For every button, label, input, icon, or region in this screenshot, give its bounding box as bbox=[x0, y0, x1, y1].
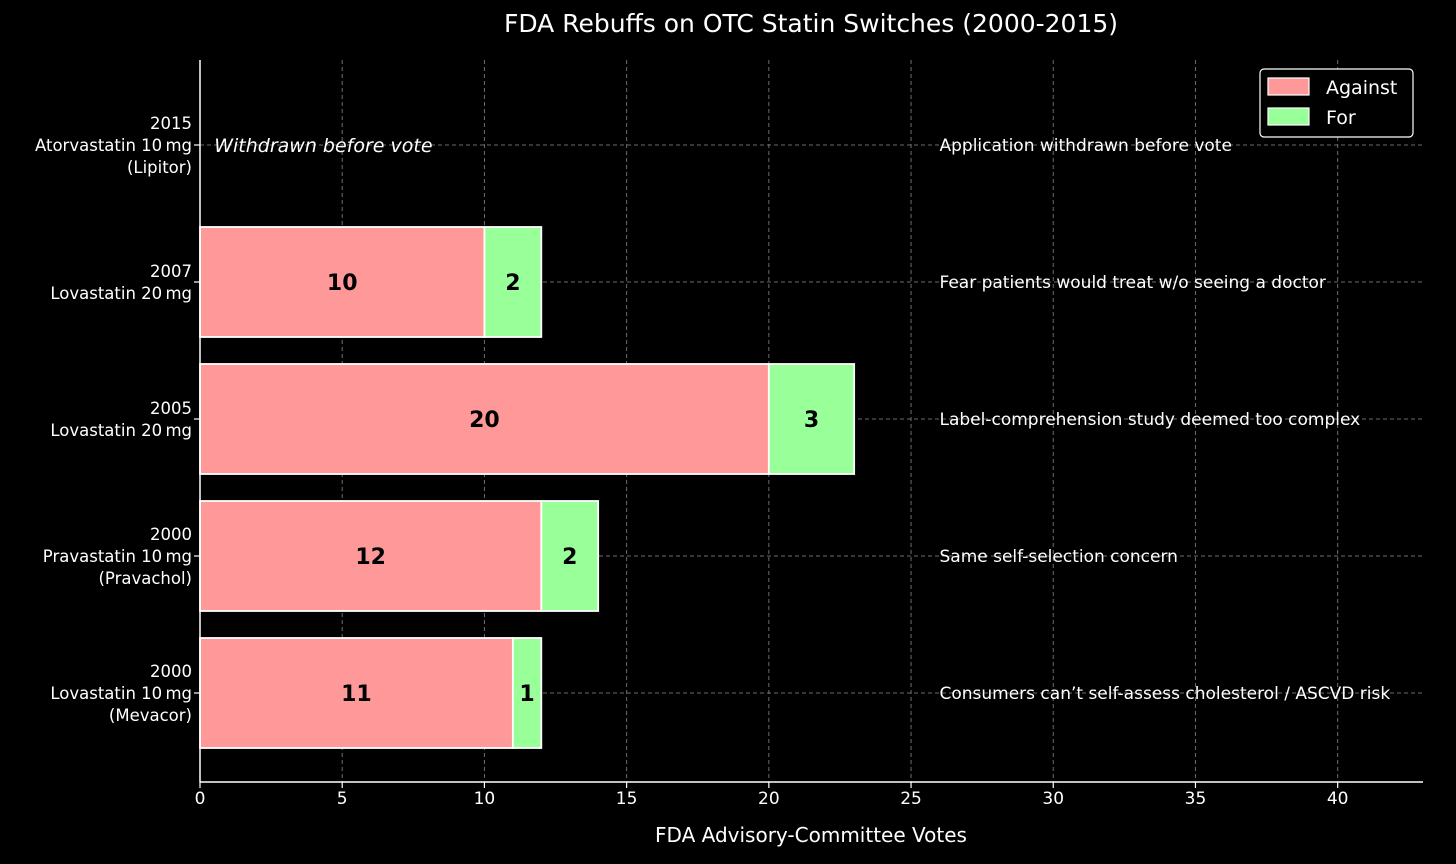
y-category-label-line: 2007 bbox=[150, 262, 192, 281]
bar-against bbox=[199, 637, 514, 749]
y-category-label-line: Pravastatin 10 mg bbox=[43, 547, 192, 566]
bar-against bbox=[199, 363, 770, 475]
y-category-label-line: 2000 bbox=[150, 525, 192, 544]
ticks: 0 5 10 15 20 25 30 35 40 2000 Lovastatin 10 mg (Mev… bbox=[35, 114, 1348, 809]
x-axis-title: FDA Advisory-Committee Votes bbox=[655, 823, 967, 847]
bar-for-value-label: 3 bbox=[804, 408, 819, 433]
chart-title: FDA Rebuffs on OTC Statin Switches (2000… bbox=[504, 9, 1118, 38]
x-tick-label: 35 bbox=[1185, 789, 1207, 809]
y-category-label: 2005 Lovastatin 20 mg bbox=[50, 399, 192, 440]
y-category-label-line: Atorvastatin 10 mg bbox=[35, 136, 192, 155]
x-tick-label: 30 bbox=[1042, 789, 1064, 809]
x-tick-label: 40 bbox=[1327, 789, 1349, 809]
legend-label-against: Against bbox=[1326, 77, 1397, 99]
x-tick-label: 25 bbox=[900, 789, 922, 809]
legend-label-for: For bbox=[1326, 107, 1356, 129]
x-tick-label: 5 bbox=[337, 789, 348, 809]
bar-against-value-label: 12 bbox=[355, 545, 386, 570]
legend-swatch-against bbox=[1267, 77, 1310, 96]
legend: Against For bbox=[1259, 68, 1414, 138]
y-category-label: 2000 Pravastatin 10 mg (Pravachol) bbox=[43, 525, 192, 588]
y-category-label-line: Lovastatin 10 mg bbox=[50, 684, 192, 703]
bar-annotation: Consumers can’t self-assess cholesterol … bbox=[939, 684, 1390, 704]
bar-against bbox=[199, 226, 486, 338]
bar-annotation: Fear patients would treat w/o seeing a d… bbox=[939, 273, 1325, 293]
bar-for bbox=[483, 226, 543, 338]
y-category-label-line: 2000 bbox=[150, 662, 192, 681]
bar-for bbox=[767, 363, 856, 475]
bar-for bbox=[511, 637, 543, 749]
annotations: Consumers can’t self-assess cholesterol … bbox=[214, 135, 1390, 704]
bar-against bbox=[199, 500, 543, 612]
x-tick-label: 10 bbox=[474, 789, 496, 809]
bar-for-value-label: 1 bbox=[519, 682, 534, 707]
y-category-label: 2015 Atorvastatin 10 mg (Lipitor) bbox=[35, 114, 192, 177]
y-category-label-line: 2015 bbox=[150, 114, 192, 133]
bar-annotation: Label-comprehension study deemed too com… bbox=[939, 410, 1360, 430]
legend-swatch-for bbox=[1267, 107, 1310, 126]
x-tick-label: 20 bbox=[758, 789, 780, 809]
x-tick-label: 15 bbox=[616, 789, 638, 809]
y-category-label: 2000 Lovastatin 10 mg (Mevacor) bbox=[50, 662, 192, 725]
y-category-label: 2007 Lovastatin 20 mg bbox=[50, 262, 192, 303]
y-category-label-line: (Mevacor) bbox=[109, 706, 192, 725]
bar-annotation: Application withdrawn before vote bbox=[939, 136, 1231, 156]
y-category-label-line: (Pravachol) bbox=[98, 569, 192, 588]
bar-against-value-label: 20 bbox=[469, 408, 500, 433]
y-category-label-line: Lovastatin 20 mg bbox=[50, 284, 192, 303]
y-category-label-line: (Lipitor) bbox=[127, 158, 192, 177]
withdrawn-note: Withdrawn before vote bbox=[214, 135, 432, 157]
bar-against-value-label: 10 bbox=[327, 271, 358, 296]
bar-against-value-label: 11 bbox=[341, 682, 372, 707]
axes bbox=[199, 60, 1423, 783]
bar-for-value-label: 2 bbox=[505, 271, 520, 296]
x-tick-label: 0 bbox=[195, 789, 206, 809]
bar-for-value-label: 2 bbox=[562, 545, 577, 570]
y-category-label-line: Lovastatin 20 mg bbox=[50, 421, 192, 440]
bar-for bbox=[540, 500, 600, 612]
bars: 11 112 220 310 2 bbox=[199, 226, 856, 749]
y-category-label-line: 2005 bbox=[150, 399, 192, 418]
bar-annotation: Same self-selection concern bbox=[939, 547, 1177, 567]
